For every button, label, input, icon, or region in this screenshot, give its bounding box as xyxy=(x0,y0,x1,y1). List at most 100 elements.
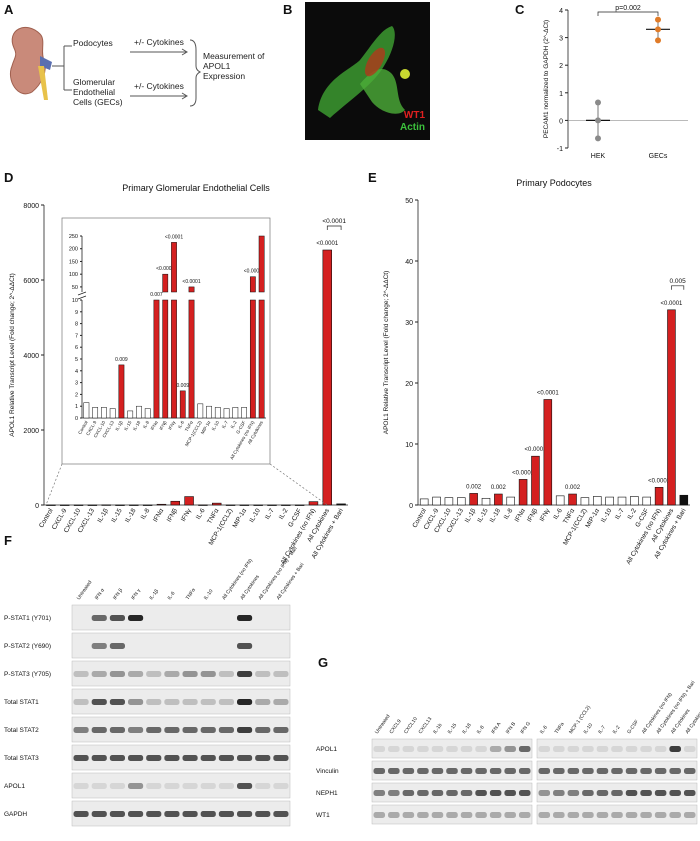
lane-label: IL-10 xyxy=(203,588,215,601)
lane-label: IFN G xyxy=(519,721,532,735)
blot-band xyxy=(538,790,551,796)
blot-band xyxy=(388,790,400,796)
blot-band xyxy=(128,615,144,621)
y-tick-label: 4 xyxy=(75,369,78,375)
blot-band xyxy=(553,768,565,774)
inset-bar xyxy=(171,299,177,419)
blot-band xyxy=(373,746,386,752)
row-label: APOL1 xyxy=(316,746,337,753)
bar xyxy=(198,504,208,506)
blot-band xyxy=(109,783,125,789)
blot-band xyxy=(475,812,487,818)
p-value: 0.009 xyxy=(115,357,128,363)
blot-band xyxy=(654,812,667,818)
blot-band xyxy=(489,768,502,774)
bracket xyxy=(326,225,342,230)
inset-bar xyxy=(214,407,221,419)
blot-band xyxy=(611,746,623,752)
blot-band xyxy=(402,790,415,796)
x-tick-label: IL-2 xyxy=(278,507,290,521)
data-point xyxy=(595,135,601,142)
blot-band xyxy=(255,671,271,677)
blot-strip xyxy=(71,716,291,743)
blot-band xyxy=(669,746,681,752)
blot-band xyxy=(128,699,144,705)
blot-band xyxy=(255,699,271,705)
x-tick-label: IL-10 xyxy=(600,507,614,524)
blot-band xyxy=(683,812,696,818)
blot-band xyxy=(518,790,531,796)
blot-band xyxy=(273,671,289,677)
blot-band xyxy=(567,746,580,752)
x-tick-label: IL-18 xyxy=(124,507,138,524)
blot-band xyxy=(402,768,415,774)
x-tick-label: IL-6 xyxy=(552,507,564,521)
p-value: 0.007 xyxy=(150,292,163,298)
blot-band xyxy=(200,783,216,789)
y-tick-label: 9 xyxy=(75,310,78,316)
blot-band xyxy=(109,615,125,621)
p-value: <0.0001 xyxy=(316,241,339,247)
blot-band xyxy=(73,811,89,817)
y-tick-label: 4 xyxy=(559,8,563,15)
blot-band xyxy=(128,671,144,677)
blot-band xyxy=(73,755,89,761)
blot-band xyxy=(446,812,458,818)
inset-bar xyxy=(92,407,99,419)
bar xyxy=(73,504,84,506)
blot-band xyxy=(255,755,271,761)
lane-label: IL-10 xyxy=(583,722,595,735)
y-tick-label: 1 xyxy=(559,91,563,98)
blot-band xyxy=(596,812,609,818)
blot-band xyxy=(489,790,502,796)
blot-band xyxy=(182,671,198,677)
row-label: WT1 xyxy=(316,812,330,819)
inset-x-tick-label: IFNγ xyxy=(167,419,176,430)
inset-bar xyxy=(118,364,125,419)
inset-x-tick-label: IL-10 xyxy=(211,420,221,432)
blot-band xyxy=(73,783,89,789)
blot-band xyxy=(200,755,216,761)
blot-band xyxy=(625,790,638,796)
p-value: <0.0001 xyxy=(156,266,174,272)
blot-band xyxy=(164,755,180,761)
bar xyxy=(170,500,180,506)
blot-strip xyxy=(71,632,291,659)
lane-label: CXCL10 xyxy=(403,716,419,735)
blot-band xyxy=(640,790,652,796)
blot-band xyxy=(182,727,198,733)
blot-band xyxy=(200,699,216,705)
blot-band xyxy=(146,811,162,817)
blot-band xyxy=(460,812,473,818)
y-tick-label: 2 xyxy=(559,63,563,70)
inset-bar xyxy=(127,410,134,419)
x-tick-label: IFNγ xyxy=(539,507,552,523)
blot-band xyxy=(182,755,198,761)
blot-band xyxy=(182,699,198,705)
blot-band xyxy=(273,699,289,705)
inset-bar xyxy=(162,273,169,293)
blot-band xyxy=(237,699,253,705)
bar xyxy=(593,496,602,506)
y-tick-label: 50 xyxy=(405,198,413,205)
blot-band xyxy=(91,643,107,649)
blot-band xyxy=(460,790,473,796)
bar xyxy=(322,249,332,506)
inset-x-tick-label: IL-1β xyxy=(114,420,124,432)
x-tick-label: HEK xyxy=(591,153,606,160)
panel-letter: E xyxy=(368,170,377,185)
blot-band xyxy=(640,768,652,774)
comparison-p-value: 0.005 xyxy=(669,278,686,285)
bar xyxy=(156,503,167,506)
bar xyxy=(46,504,56,506)
inset-bar xyxy=(197,403,204,419)
blot-band xyxy=(518,812,531,818)
inset-x-tick-label: IL-6 xyxy=(177,420,185,430)
blot-band xyxy=(388,746,400,752)
bar xyxy=(432,496,441,506)
lane-label: IL-15 xyxy=(447,722,459,735)
blot-band xyxy=(625,812,638,818)
y-tick-label: 40 xyxy=(405,259,413,266)
blot-band xyxy=(683,790,696,796)
blot-band xyxy=(128,811,144,817)
